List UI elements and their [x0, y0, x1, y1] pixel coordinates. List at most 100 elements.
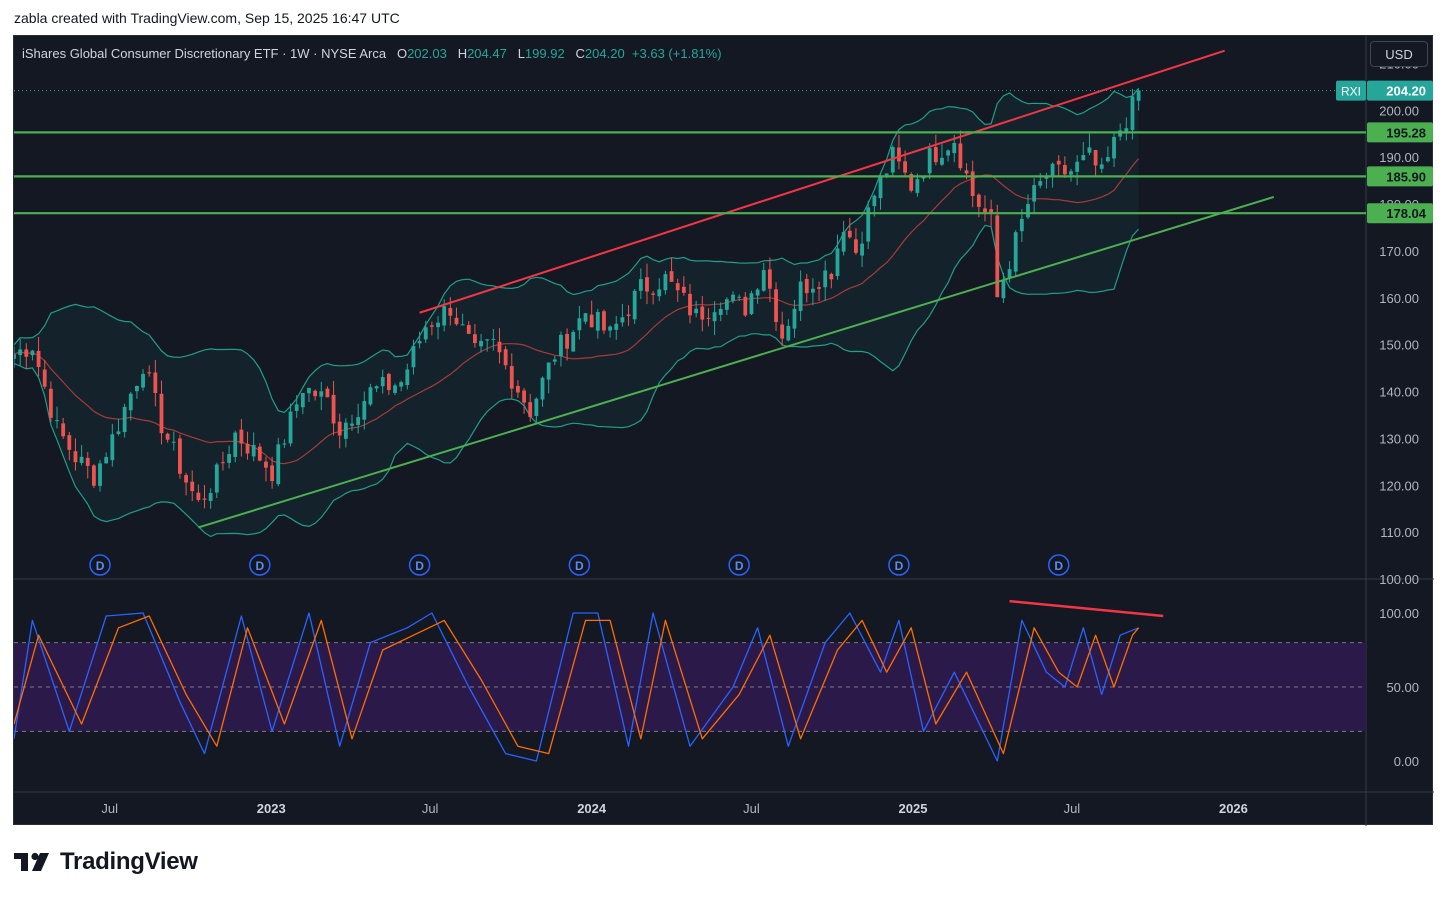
candle-body [847, 230, 852, 238]
candle-body [933, 147, 938, 163]
candle-body [774, 289, 778, 323]
candle-body [577, 318, 582, 331]
candle-body [915, 179, 920, 193]
candle-body [540, 377, 545, 400]
candle-body [473, 334, 477, 344]
time-axis-tick: 2026 [1219, 801, 1248, 816]
symbol-legend: iShares Global Consumer Discretionary ET… [22, 46, 722, 61]
candle-body [620, 317, 625, 323]
level-price-label: 185.90 [1386, 169, 1426, 184]
time-axis-tick: Jul [422, 801, 439, 816]
candle-body [30, 350, 35, 356]
candle-body [767, 269, 772, 289]
candle-body [350, 423, 354, 426]
time-axis-tick: 2025 [899, 801, 928, 816]
candle-body [1038, 181, 1043, 186]
candle-body [282, 443, 287, 445]
candle-body [804, 278, 809, 294]
tradingview-logo[interactable]: TradingView [14, 848, 198, 876]
candle-body [976, 194, 981, 207]
high-label: H [457, 46, 468, 61]
candle-body [528, 402, 533, 417]
bollinger-fill [14, 88, 1139, 537]
chart-attribution: zabla created with TradingView.com, Sep … [14, 10, 400, 26]
change-value: +3.63 (+1.81%) [631, 46, 722, 61]
candle-body [466, 325, 471, 334]
candle-body [380, 377, 385, 387]
candle-body [718, 308, 723, 315]
candle-body [792, 308, 797, 329]
candle-body [399, 382, 404, 387]
candle-body [940, 157, 944, 165]
candle-body [1019, 218, 1024, 232]
candle-body [516, 386, 520, 393]
candle-body [208, 492, 213, 501]
divergence-line [1009, 599, 1164, 618]
candle-body [159, 393, 164, 434]
dividend-marker-icon[interactable] [888, 554, 910, 576]
candle-body [595, 312, 600, 331]
candle-body [221, 462, 225, 464]
candle-body [841, 231, 846, 252]
candle-body [872, 195, 877, 207]
dividend-marker-icon[interactable] [1047, 554, 1070, 576]
candle-body [651, 293, 656, 295]
candle-body [91, 465, 96, 486]
dividend-marker-icon[interactable] [408, 554, 431, 576]
dividend-marker-label: D [96, 559, 105, 573]
last-price-label: 204.20 [1386, 84, 1426, 99]
candle-body [1087, 147, 1092, 153]
candle-body [110, 434, 115, 461]
candle-body [638, 279, 643, 291]
dividend-marker-icon[interactable] [568, 554, 591, 576]
candle-body [423, 327, 428, 340]
currency-button[interactable]: USD [1370, 41, 1428, 67]
high-value: 204.47 [467, 46, 507, 61]
candle-body [1069, 171, 1073, 175]
dividend-marker-icon[interactable] [728, 554, 750, 576]
candle-body [429, 325, 434, 327]
candle-body [171, 441, 176, 443]
candle-body [755, 289, 760, 296]
dividend-marker-icon[interactable] [249, 554, 271, 576]
candle-body [1001, 280, 1006, 299]
candle-body [706, 317, 711, 319]
candle-body [214, 464, 219, 493]
dividend-marker-icon[interactable] [89, 554, 111, 576]
candle-body [190, 481, 195, 492]
candle-body [202, 498, 207, 500]
candle-body [233, 432, 238, 457]
candle-body [897, 147, 901, 162]
candle-body [829, 273, 834, 280]
candle-body [1044, 176, 1049, 179]
price-axis-tick: 170.00 [1379, 244, 1419, 259]
candle-body [479, 340, 483, 347]
candle-body [313, 390, 318, 397]
candle-body [227, 454, 231, 463]
candle-body [675, 283, 680, 291]
time-axis-tick: Jul [743, 801, 760, 816]
candle-body [1050, 163, 1055, 177]
candle-body [878, 176, 883, 199]
candle-body [890, 147, 895, 173]
candle-body [276, 444, 281, 485]
price-chart[interactable]: DDDDDDD210.00200.00190.00180.00170.00160… [14, 36, 1434, 826]
candle-body [903, 161, 907, 173]
candle-body [239, 429, 244, 444]
candle-body [589, 314, 594, 328]
candle-body [571, 331, 576, 352]
dividend-marker-label: D [895, 559, 904, 573]
candle-body [178, 438, 182, 474]
candle-body [780, 324, 785, 339]
candle-body [294, 404, 299, 411]
candle-body [608, 326, 613, 331]
candle-body [503, 349, 508, 366]
candle-body [921, 176, 926, 179]
candle-body [79, 456, 84, 463]
candle-body [1007, 269, 1012, 279]
candle-body [393, 385, 397, 393]
candle-body [1013, 232, 1018, 272]
time-axis-tick: 2023 [257, 801, 286, 816]
resistance-trendline [419, 49, 1225, 314]
time-axis-tick: Jul [1064, 801, 1081, 816]
